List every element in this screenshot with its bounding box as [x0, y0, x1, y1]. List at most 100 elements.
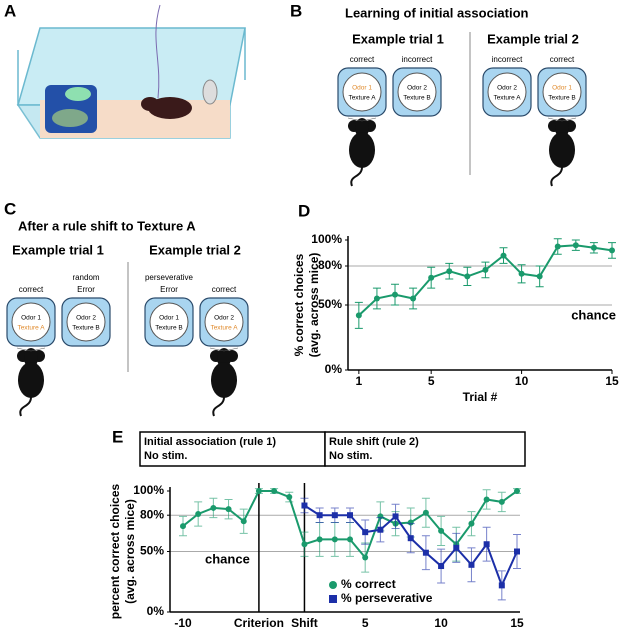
data-point — [590, 244, 597, 251]
odor-label: Odor 1 — [21, 315, 41, 322]
phase-text: No stim. — [329, 450, 372, 462]
choice-dish — [542, 72, 582, 112]
annotation: chance — [205, 551, 250, 566]
choice-outcome: correct — [550, 55, 575, 64]
panel-label: B — [290, 1, 302, 20]
y-tick-label: 0% — [147, 604, 165, 618]
legend-marker — [329, 581, 337, 589]
texture-label: Texture A — [348, 95, 376, 102]
phase-text: No stim. — [144, 450, 187, 462]
fan — [202, 79, 218, 105]
legend-marker — [329, 595, 337, 603]
mouse-icon — [547, 117, 577, 187]
x-tick-label: 5 — [428, 374, 435, 388]
y-axis-label: percent correct choices — [108, 483, 122, 619]
texture-label: Texture A — [210, 325, 238, 332]
x-tick-label: 5 — [362, 616, 369, 630]
cage-illustration — [16, 4, 246, 139]
odor-label: Odor 2 — [407, 85, 427, 92]
data-point — [438, 527, 445, 534]
data-point — [286, 494, 293, 501]
data-point — [316, 512, 323, 519]
panel-title: Learning of initial association — [345, 5, 529, 20]
cable — [155, 4, 161, 99]
annotation: chance — [571, 307, 616, 322]
data-point — [482, 266, 489, 273]
mouse-body — [211, 362, 237, 398]
data-point — [518, 270, 525, 277]
data-point — [377, 526, 384, 533]
data-point — [410, 295, 417, 302]
data-point — [453, 544, 460, 551]
data-point — [362, 529, 369, 536]
panel-label: D — [298, 201, 310, 220]
panel-label: E — [112, 427, 123, 446]
mouse-tail — [550, 166, 563, 187]
mouse-head — [141, 97, 159, 111]
trial-title: Example trial 2 — [487, 31, 579, 46]
trial-title: Example trial 1 — [12, 242, 104, 257]
data-point — [422, 509, 429, 516]
data-point — [195, 510, 202, 517]
choice-outcome: random — [72, 273, 99, 282]
trial-title: Example trial 2 — [149, 242, 241, 257]
data-point — [210, 504, 217, 511]
choice-dish — [397, 72, 437, 112]
odor-label: Odor 1 — [352, 85, 372, 92]
x-tick-label: 10 — [434, 616, 448, 630]
data-point — [225, 506, 232, 513]
mouse-body — [18, 362, 44, 398]
data-point — [316, 536, 323, 543]
choice-dish — [487, 72, 527, 112]
choice-dish — [66, 302, 106, 342]
legend-label: % correct — [341, 577, 396, 591]
texture-label: Texture B — [548, 95, 575, 102]
y-axis-label: % correct choices — [292, 253, 306, 356]
x-tick-label: -10 — [174, 616, 192, 630]
phase-text: Rule shift (rule 2) — [329, 436, 419, 448]
data-point — [438, 563, 445, 570]
legend-label: % perseverative — [341, 591, 433, 605]
data-point — [362, 554, 369, 561]
mouse-tail — [19, 396, 32, 417]
bowl — [52, 109, 88, 127]
odor-label: Odor 2 — [497, 85, 517, 92]
data-point — [331, 512, 338, 519]
data-point — [180, 523, 186, 530]
data-point — [373, 295, 380, 302]
odor-label: Odor 1 — [159, 315, 179, 322]
choice-dish — [342, 72, 382, 112]
phase-text: Initial association (rule 1) — [144, 436, 276, 448]
texture-label: Texture A — [17, 325, 45, 332]
y-tick-label: 100% — [311, 232, 342, 246]
x-tick-label: 15 — [605, 374, 619, 388]
data-point — [392, 291, 399, 298]
data-point — [422, 549, 429, 556]
mouse-whiskers — [347, 117, 377, 122]
choice-dish — [11, 302, 51, 342]
data-point — [464, 273, 471, 280]
data-point — [554, 243, 561, 250]
mouse-whiskers — [209, 347, 239, 352]
x-tick-label: 10 — [515, 374, 529, 388]
choice-outcome: Error — [77, 285, 95, 294]
y-axis-label: (avg. across mice) — [307, 253, 321, 358]
data-point — [468, 561, 475, 568]
choice-outcome: correct — [19, 285, 44, 294]
y-tick-label: 100% — [133, 483, 164, 497]
data-point — [347, 512, 353, 519]
data-point — [331, 536, 338, 543]
odor-label: Odor 2 — [76, 315, 96, 322]
data-point — [609, 247, 615, 254]
mouse-whiskers — [547, 117, 577, 122]
choice-outcome: incorrect — [492, 55, 523, 64]
data-point — [483, 541, 490, 548]
y-tick-label: 50% — [140, 544, 164, 558]
mouse — [148, 97, 192, 119]
mouse-tail — [212, 396, 225, 417]
data-point — [483, 496, 490, 503]
data-point — [271, 488, 278, 494]
data-point — [498, 582, 505, 589]
data-point — [536, 273, 543, 280]
